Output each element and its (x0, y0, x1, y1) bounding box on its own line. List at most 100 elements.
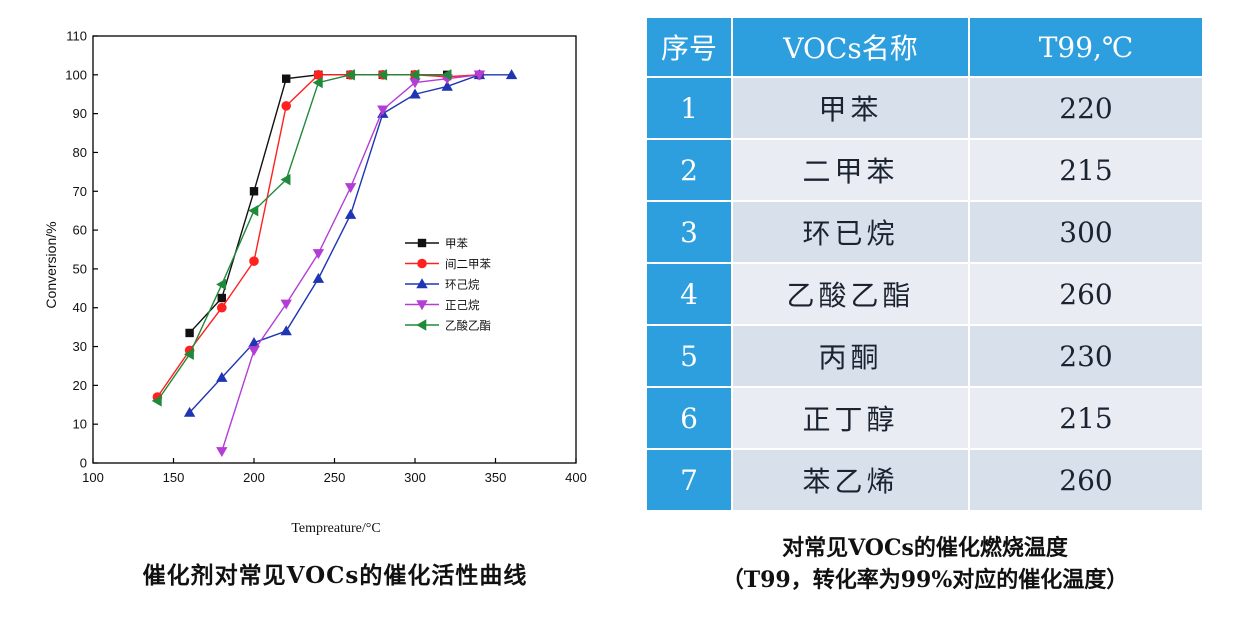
data-point (417, 238, 427, 248)
series-layer (151, 69, 518, 458)
data-point (282, 74, 291, 83)
x-axis-label: Tempreature/°C (291, 521, 380, 536)
row-index: 6 (647, 388, 731, 448)
row-index: 1 (647, 78, 731, 138)
legend-item: 乙酸乙酯 (405, 319, 491, 333)
data-point (151, 395, 162, 407)
data-point (441, 69, 452, 81)
data-point (183, 406, 196, 417)
x-tick-label: 150 (163, 470, 185, 485)
legend-label: 乙酸乙酯 (445, 319, 491, 333)
x-tick-label: 200 (243, 470, 265, 485)
data-point (416, 300, 428, 311)
row-t99: 260 (970, 450, 1202, 510)
row-voc-name: 环已烷 (733, 202, 968, 262)
y-tick-label: 20 (73, 378, 87, 393)
x-tick-label: 400 (565, 470, 587, 485)
data-point (185, 328, 194, 338)
y-tick-label: 10 (73, 417, 87, 432)
data-point (409, 88, 421, 99)
data-point (249, 187, 259, 196)
row-t99: 215 (970, 388, 1202, 448)
legend-item: 甲苯 (405, 237, 468, 251)
y-tick-label: 0 (80, 456, 87, 471)
row-voc-name: 二甲苯 (733, 140, 968, 200)
row-voc-name: 苯乙烯 (733, 450, 968, 510)
row-index: 3 (647, 202, 731, 262)
row-t99: 215 (970, 140, 1202, 200)
data-point (377, 105, 389, 116)
legend-label: 正己烷 (445, 298, 480, 312)
row-voc-name: 甲苯 (733, 78, 968, 138)
row-t99: 230 (970, 326, 1202, 386)
data-point (377, 69, 388, 81)
data-point (312, 272, 325, 283)
data-point (473, 70, 486, 81)
data-point (216, 371, 228, 382)
table-row: 4 乙酸乙酯 260 (647, 264, 1202, 324)
legend-label: 甲苯 (445, 237, 468, 251)
data-point (344, 69, 355, 81)
data-point (416, 278, 428, 289)
row-index: 5 (647, 326, 731, 386)
x-axis: 100 150 200 250 300 350 400 (82, 458, 587, 485)
data-point (248, 336, 260, 347)
table-row: 1 甲苯 220 (647, 78, 1202, 138)
table-row: 3 环已烷 300 (647, 202, 1202, 262)
data-point (313, 70, 324, 80)
data-point (344, 208, 357, 219)
data-point (409, 69, 420, 81)
table-row: 5 丙酮 230 (647, 326, 1202, 386)
y-tick-label: 40 (73, 300, 87, 315)
row-index: 4 (647, 264, 731, 324)
data-point (280, 299, 292, 310)
y-axis: 0 10 20 30 40 50 60 70 80 90 100 110 (65, 29, 98, 471)
legend-item: 环己烷 (405, 278, 480, 292)
conversion-chart: 0 10 20 30 40 50 60 70 80 90 100 110 100 150 200 250 30… (43, 29, 587, 537)
y-tick-label: 30 (73, 339, 87, 354)
y-tick-label: 110 (66, 29, 87, 44)
legend-label: 间二甲苯 (445, 257, 491, 271)
data-point (344, 183, 357, 194)
data-point (312, 249, 325, 260)
table-caption-line1: 对常见VOCs的催化燃烧温度 (782, 535, 1068, 561)
x-tick-label: 300 (404, 470, 426, 485)
data-point (217, 293, 226, 303)
y-tick-label: 90 (73, 106, 87, 121)
data-point (416, 319, 427, 331)
data-point (217, 302, 227, 313)
data-point (248, 204, 259, 217)
data-point (216, 278, 227, 291)
table-row: 7 苯乙烯 260 (647, 450, 1202, 510)
data-point (248, 346, 260, 357)
row-voc-name: 乙酸乙酯 (733, 264, 968, 324)
row-voc-name: 正丁醇 (733, 388, 968, 448)
data-point (249, 256, 259, 266)
data-point (505, 69, 518, 80)
y-tick-label: 80 (73, 145, 87, 160)
data-point (183, 348, 194, 361)
legend-label: 环己烷 (445, 278, 480, 292)
data-point (280, 325, 292, 336)
x-tick-label: 100 (82, 470, 104, 485)
y-tick-label: 70 (73, 184, 87, 199)
table-row: 2 二甲苯 215 (647, 140, 1202, 200)
data-point (409, 78, 421, 89)
plot-area (92, 35, 577, 464)
data-point (280, 173, 291, 186)
row-index: 7 (647, 450, 731, 510)
voc-temperature-table: 序号 VOCs名称 T99,℃ 1 甲苯 220 2 二甲苯 215 3 环已烷… (645, 16, 1204, 512)
row-voc-name: 丙酮 (733, 326, 968, 386)
y-tick-label: 50 (73, 261, 87, 276)
series-triangle-left (151, 69, 452, 407)
x-tick-label: 250 (324, 470, 346, 485)
legend-item: 间二甲苯 (405, 257, 491, 271)
data-point (281, 101, 292, 111)
header-t99: T99,℃ (970, 18, 1202, 76)
table-caption-line2: （T99，转化率为99%对应的催化温度） (721, 567, 1129, 593)
row-index: 2 (647, 140, 731, 200)
conversion-chart-panel: 0 10 20 30 40 50 60 70 80 90 100 110 100 150 200 250 30… (0, 0, 620, 549)
header-voc-name: VOCs名称 (733, 18, 968, 76)
y-axis-label: Conversion/% (43, 221, 59, 308)
